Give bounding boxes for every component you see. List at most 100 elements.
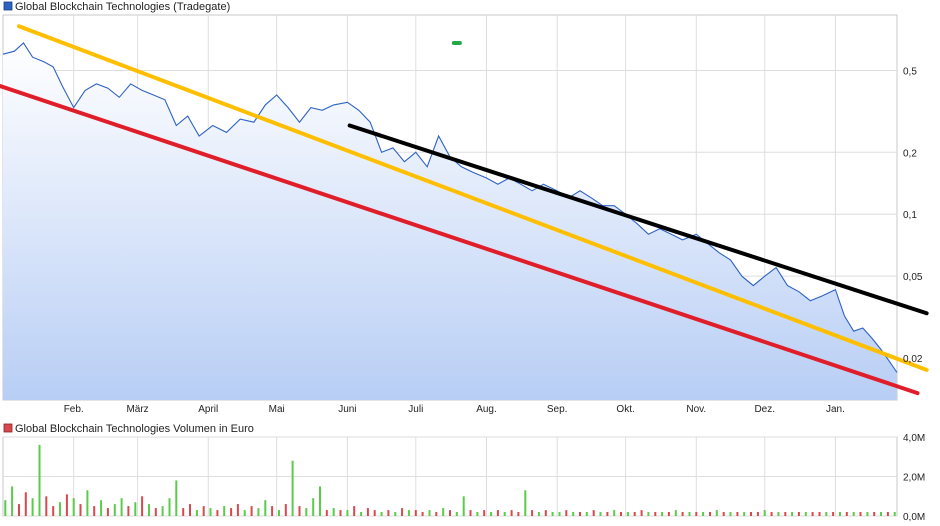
volume-bar bbox=[223, 506, 226, 516]
price-y-tick-label: 0,2 bbox=[903, 148, 917, 159]
volume-bar bbox=[257, 508, 260, 516]
volume-bar bbox=[558, 512, 561, 516]
volume-chart-title: Global Blockchain Technologies Volumen i… bbox=[15, 423, 254, 435]
volume-bar bbox=[674, 510, 677, 516]
volume-bar bbox=[339, 510, 342, 516]
volume-bar bbox=[626, 512, 629, 516]
volume-bar bbox=[353, 506, 356, 516]
volume-bar bbox=[886, 512, 889, 516]
volume-bar bbox=[750, 512, 752, 516]
volume-bar bbox=[852, 512, 855, 516]
volume-bar bbox=[72, 498, 75, 516]
volume-bar bbox=[278, 510, 280, 516]
volume-bar bbox=[428, 510, 431, 516]
volume-bar bbox=[517, 512, 520, 516]
volume-bar bbox=[141, 496, 144, 517]
volume-bar bbox=[483, 510, 486, 516]
volume-bar bbox=[490, 512, 493, 516]
x-tick-label: Okt. bbox=[616, 404, 634, 415]
volume-bar bbox=[613, 510, 616, 516]
volume-bar bbox=[202, 506, 205, 516]
volume-bar bbox=[599, 512, 602, 516]
volume-bar bbox=[880, 512, 882, 516]
volume-bar bbox=[421, 512, 424, 516]
volume-bar bbox=[469, 510, 472, 516]
volume-bar bbox=[182, 508, 185, 516]
volume-bar bbox=[31, 498, 34, 516]
volume-bar bbox=[743, 512, 746, 516]
volume-bar bbox=[770, 512, 773, 516]
volume-bar bbox=[298, 506, 301, 516]
volume-bar bbox=[291, 460, 294, 516]
price-legend-swatch bbox=[3, 1, 13, 11]
volume-bar bbox=[52, 506, 55, 516]
lower-trendline bbox=[0, 83, 920, 396]
volume-bar bbox=[585, 512, 588, 516]
x-tick-label: Nov. bbox=[686, 404, 706, 415]
volume-bar bbox=[709, 512, 711, 516]
volume-bar bbox=[729, 512, 732, 516]
volume-bar bbox=[620, 512, 622, 516]
volume-bar bbox=[633, 512, 636, 516]
volume-bar bbox=[168, 498, 171, 516]
volume-bar bbox=[236, 504, 239, 516]
volume-bar bbox=[45, 496, 48, 517]
volume-bar bbox=[688, 512, 691, 516]
volume-bar bbox=[572, 512, 575, 516]
x-tick-label: Jan. bbox=[826, 404, 845, 415]
volume-bar bbox=[777, 512, 780, 516]
volume-bar bbox=[551, 512, 554, 516]
volume-bar bbox=[414, 510, 417, 516]
volume-bar bbox=[510, 510, 513, 516]
volume-bar bbox=[736, 512, 739, 516]
volume-bar bbox=[38, 444, 41, 516]
volume-bar bbox=[387, 510, 390, 516]
volume-bar bbox=[866, 512, 869, 516]
volume-bar bbox=[544, 510, 547, 516]
volume-bar bbox=[65, 494, 68, 516]
x-tick-label: Feb. bbox=[64, 404, 84, 415]
volume-bar bbox=[312, 498, 315, 516]
price-y-tick-label: 0,1 bbox=[903, 210, 917, 221]
volume-bar bbox=[661, 512, 664, 516]
price-axis-ticks: 0,5 0,2 0,1 0,05 0,02 Feb. März April Mai Juni Jul… bbox=[64, 66, 923, 415]
x-tick-label: Juni bbox=[338, 404, 356, 415]
volume-bar bbox=[565, 510, 568, 516]
volume-bar bbox=[11, 486, 14, 516]
volume-bar bbox=[120, 498, 123, 516]
volume-bar bbox=[667, 512, 670, 516]
volume-bar bbox=[305, 508, 308, 516]
volume-bar bbox=[380, 512, 383, 516]
volume-bar bbox=[4, 500, 7, 516]
volume-bar bbox=[859, 512, 862, 516]
volume-bar bbox=[695, 512, 698, 516]
volume-bar bbox=[319, 486, 321, 516]
price-chart-title: Global Blockchain Technologies (Tradegat… bbox=[15, 1, 230, 13]
volume-bar bbox=[209, 508, 212, 516]
x-tick-label: März bbox=[126, 404, 148, 415]
volume-bar bbox=[394, 512, 397, 516]
price-y-tick-label: 0,5 bbox=[903, 66, 917, 77]
price-y-tick-label: 0,05 bbox=[903, 272, 923, 283]
volume-axis-ticks: 4,0M 2,0M 0,0M bbox=[903, 433, 925, 523]
volume-legend-swatch bbox=[3, 423, 13, 433]
price-y-tick-label: 0,02 bbox=[903, 354, 923, 365]
volume-bar bbox=[476, 512, 479, 516]
volume-bar bbox=[93, 506, 96, 516]
x-tick-label: Aug. bbox=[476, 404, 497, 415]
x-tick-label: Sep. bbox=[547, 404, 568, 415]
volume-bar bbox=[271, 506, 274, 516]
volume-bar bbox=[496, 510, 499, 516]
upper-trendline bbox=[16, 24, 929, 372]
volume-y-tick-label: 4,0M bbox=[903, 433, 925, 444]
volume-bar bbox=[839, 512, 841, 516]
volume-bar bbox=[455, 512, 458, 516]
volume-bar bbox=[407, 510, 410, 516]
volume-bar bbox=[579, 512, 581, 516]
volume-bar bbox=[811, 512, 814, 516]
volume-bar bbox=[784, 512, 787, 516]
volume-bar bbox=[373, 510, 376, 516]
volume-bar bbox=[243, 510, 246, 516]
volume-bar bbox=[873, 512, 876, 516]
